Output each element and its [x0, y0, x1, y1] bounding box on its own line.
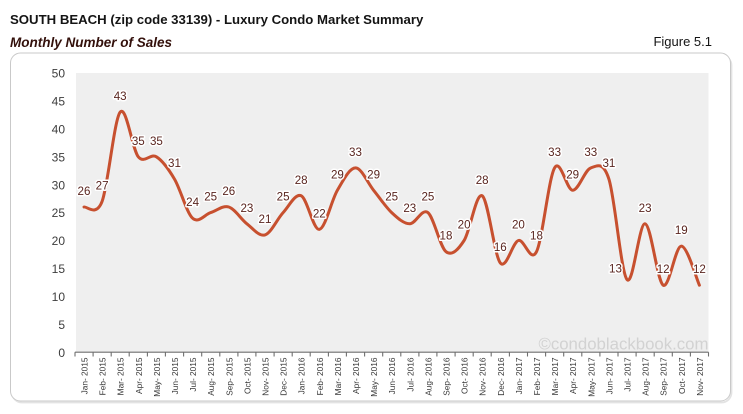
svg-text:31: 31: [602, 157, 615, 170]
svg-text:May- 2017: May- 2017: [586, 357, 596, 397]
svg-text:10: 10: [52, 290, 66, 304]
svg-text:Sep- 2017: Sep- 2017: [659, 357, 669, 396]
svg-text:29: 29: [367, 168, 380, 181]
svg-text:28: 28: [476, 174, 489, 187]
svg-text:13: 13: [609, 263, 622, 276]
svg-text:Sep- 2015: Sep- 2015: [224, 357, 234, 396]
svg-text:25: 25: [277, 191, 290, 204]
svg-text:Mar- 2015: Mar- 2015: [116, 357, 126, 395]
svg-text:29: 29: [331, 168, 344, 181]
svg-text:Sep- 2016: Sep- 2016: [442, 357, 452, 396]
svg-text:Feb- 2017: Feb- 2017: [532, 357, 542, 395]
svg-text:Apr- 2016: Apr- 2016: [351, 357, 361, 394]
svg-text:23: 23: [403, 202, 416, 215]
svg-text:Jul- 2017: Jul- 2017: [623, 357, 633, 392]
svg-text:Dec- 2016: Dec- 2016: [496, 357, 506, 396]
svg-text:May- 2015: May- 2015: [152, 357, 162, 397]
svg-text:22: 22: [313, 207, 326, 220]
svg-text:23: 23: [240, 202, 253, 215]
svg-text:Monthly Number of Sales: Monthly Number of Sales: [10, 35, 173, 50]
svg-text:Feb- 2016: Feb- 2016: [315, 357, 325, 395]
svg-text:20: 20: [512, 219, 525, 232]
svg-text:Apr- 2017: Apr- 2017: [568, 357, 578, 394]
svg-text:Jun- 2016: Jun- 2016: [387, 357, 397, 394]
svg-text:45: 45: [52, 95, 66, 109]
svg-text:0: 0: [58, 346, 65, 360]
svg-text:19: 19: [675, 224, 688, 237]
svg-text:Oct- 2016: Oct- 2016: [460, 357, 470, 394]
svg-text:16: 16: [494, 241, 507, 254]
svg-text:29: 29: [566, 168, 579, 181]
svg-text:33: 33: [584, 146, 597, 159]
svg-text:Jul- 2015: Jul- 2015: [188, 357, 198, 392]
svg-text:Aug- 2017: Aug- 2017: [641, 357, 651, 396]
svg-text:25: 25: [385, 191, 398, 204]
svg-text:35: 35: [52, 150, 66, 164]
svg-text:50: 50: [52, 67, 66, 81]
svg-text:Nov- 2017: Nov- 2017: [695, 357, 705, 396]
svg-text:20: 20: [52, 234, 66, 248]
svg-text:25: 25: [204, 191, 217, 204]
svg-text:25: 25: [421, 191, 434, 204]
svg-text:12: 12: [657, 263, 670, 276]
svg-text:Aug- 2015: Aug- 2015: [206, 357, 216, 396]
svg-text:Jan- 2017: Jan- 2017: [514, 357, 524, 394]
svg-text:20: 20: [458, 219, 471, 232]
svg-text:Jul- 2016: Jul- 2016: [405, 357, 415, 392]
svg-text:Oct- 2017: Oct- 2017: [677, 357, 687, 394]
svg-text:Mar- 2017: Mar- 2017: [550, 357, 560, 395]
svg-text:Dec- 2015: Dec- 2015: [279, 357, 289, 396]
svg-text:31: 31: [168, 157, 181, 170]
svg-text:25: 25: [52, 206, 66, 220]
svg-text:Figure 5.1: Figure 5.1: [653, 34, 712, 49]
svg-text:Mar- 2016: Mar- 2016: [333, 357, 343, 395]
svg-text:Jun- 2015: Jun- 2015: [170, 357, 180, 394]
svg-text:Feb- 2015: Feb- 2015: [98, 357, 108, 395]
svg-text:Apr- 2015: Apr- 2015: [134, 357, 144, 394]
svg-text:5: 5: [58, 318, 65, 332]
svg-text:SOUTH BEACH (zip code 33139) -: SOUTH BEACH (zip code 33139) - Luxury Co…: [10, 12, 424, 27]
svg-text:Jan- 2015: Jan- 2015: [80, 357, 90, 394]
svg-text:43: 43: [114, 90, 127, 103]
svg-text:Nov- 2015: Nov- 2015: [261, 357, 271, 396]
svg-text:May- 2016: May- 2016: [369, 357, 379, 397]
svg-text:40: 40: [52, 122, 66, 136]
svg-text:©condoblackbook.com: ©condoblackbook.com: [538, 335, 708, 354]
svg-text:Nov- 2016: Nov- 2016: [478, 357, 488, 396]
svg-text:35: 35: [150, 135, 163, 148]
svg-text:21: 21: [259, 213, 272, 226]
svg-text:15: 15: [52, 262, 66, 276]
svg-text:30: 30: [52, 178, 66, 192]
svg-text:23: 23: [639, 202, 652, 215]
svg-text:26: 26: [222, 185, 235, 198]
svg-text:33: 33: [349, 146, 362, 159]
svg-text:Jun- 2017: Jun- 2017: [604, 357, 614, 394]
svg-text:33: 33: [548, 146, 561, 159]
svg-text:24: 24: [186, 196, 199, 209]
svg-text:18: 18: [530, 230, 543, 243]
svg-text:28: 28: [295, 174, 308, 187]
svg-text:Jan- 2016: Jan- 2016: [297, 357, 307, 394]
svg-text:18: 18: [440, 230, 453, 243]
svg-text:Oct- 2015: Oct- 2015: [242, 357, 252, 394]
svg-text:12: 12: [693, 263, 706, 276]
svg-text:Aug- 2016: Aug- 2016: [423, 357, 433, 396]
svg-text:26: 26: [78, 185, 91, 198]
svg-text:27: 27: [96, 179, 109, 192]
svg-text:35: 35: [132, 135, 145, 148]
